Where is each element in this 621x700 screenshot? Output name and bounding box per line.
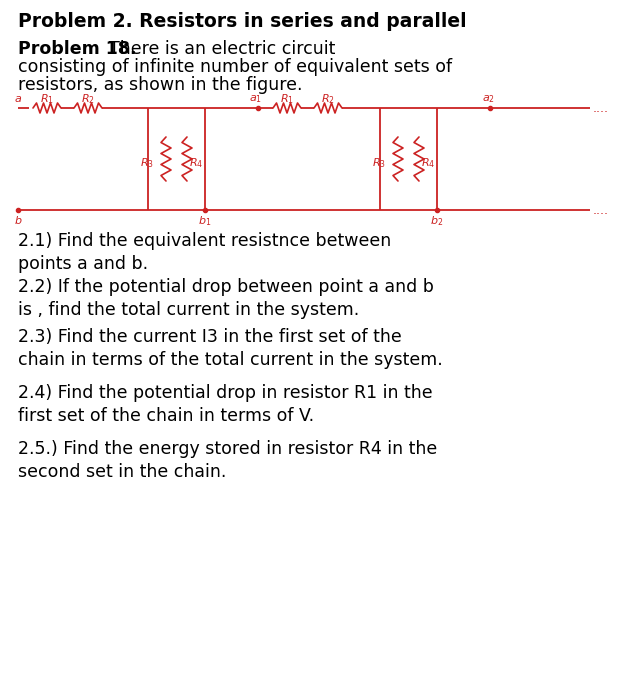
Text: 2.5.) Find the energy stored in resistor R4 in the
second set in the chain.: 2.5.) Find the energy stored in resistor… — [18, 440, 437, 481]
Text: 2.3) Find the current I3 in the first set of the
chain in terms of the total cur: 2.3) Find the current I3 in the first se… — [18, 328, 443, 369]
Text: $R_3$: $R_3$ — [372, 156, 386, 170]
Text: 2.2) If the potential drop between point a and b
is , find the total current in : 2.2) If the potential drop between point… — [18, 278, 434, 319]
Text: $R_2$: $R_2$ — [321, 92, 335, 106]
Text: 2.4) Find the potential drop in resistor R1 in the
first set of the chain in ter: 2.4) Find the potential drop in resistor… — [18, 384, 433, 425]
Text: $R_1$: $R_1$ — [280, 92, 294, 106]
Text: Problem 2. Resistors in series and parallel: Problem 2. Resistors in series and paral… — [18, 12, 466, 31]
Text: Problem 18.: Problem 18. — [18, 40, 137, 58]
Text: ....: .... — [593, 204, 609, 218]
Text: $R_2$: $R_2$ — [81, 92, 95, 106]
Text: a: a — [14, 94, 22, 104]
Text: ....: .... — [593, 102, 609, 116]
Text: $R_1$: $R_1$ — [40, 92, 54, 106]
Text: $R_3$: $R_3$ — [140, 156, 154, 170]
Text: $a_1$: $a_1$ — [250, 93, 263, 105]
Text: $R_4$: $R_4$ — [421, 156, 435, 170]
Text: consisting of infinite number of equivalent sets of: consisting of infinite number of equival… — [18, 58, 452, 76]
Text: There is an electric circuit: There is an electric circuit — [109, 40, 335, 58]
Text: 2.1) Find the equivalent resistnce between
points a and b.: 2.1) Find the equivalent resistnce betwe… — [18, 232, 391, 273]
Text: $b_2$: $b_2$ — [430, 214, 443, 228]
Text: $R_4$: $R_4$ — [189, 156, 203, 170]
Text: $a_2$: $a_2$ — [481, 93, 494, 105]
Text: b: b — [14, 216, 22, 226]
Text: $b_1$: $b_1$ — [198, 214, 212, 228]
Text: resistors, as shown in the figure.: resistors, as shown in the figure. — [18, 76, 302, 94]
